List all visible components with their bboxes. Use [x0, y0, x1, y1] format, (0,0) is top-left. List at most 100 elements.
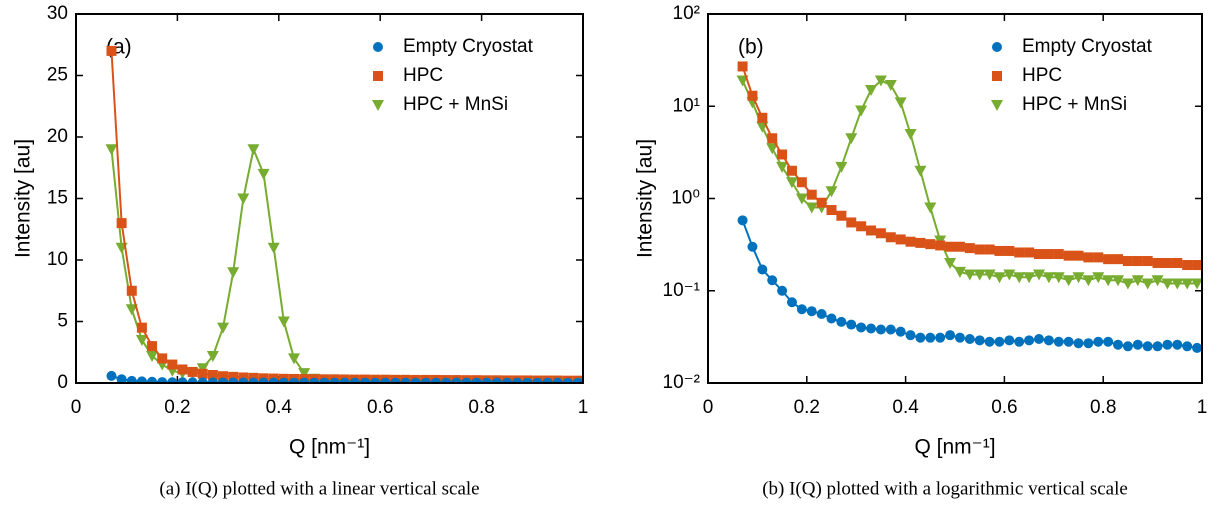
marker	[1132, 339, 1143, 350]
marker	[136, 322, 147, 333]
marker	[248, 377, 259, 383]
marker	[856, 221, 867, 232]
marker	[885, 324, 896, 335]
marker	[1152, 341, 1163, 352]
marker	[1093, 336, 1104, 347]
marker	[228, 371, 239, 382]
y-tick-label: 5	[57, 311, 68, 332]
y-tick-label: 10⁻¹	[663, 280, 701, 301]
marker	[796, 304, 807, 315]
marker	[1171, 278, 1184, 290]
marker	[430, 377, 441, 383]
marker	[974, 335, 985, 346]
x-tick-label: 0	[703, 397, 714, 418]
marker	[1131, 275, 1144, 287]
marker	[825, 186, 838, 198]
marker	[218, 371, 229, 382]
series-line	[741, 66, 1198, 267]
marker	[238, 372, 249, 383]
marker	[994, 336, 1005, 347]
marker	[125, 304, 138, 316]
marker	[953, 266, 966, 278]
marker	[904, 129, 917, 141]
marker	[228, 377, 239, 383]
y-tick-label: 10¹	[673, 95, 700, 116]
marker	[845, 133, 858, 145]
marker	[1122, 256, 1133, 267]
marker	[973, 269, 986, 281]
marker	[846, 319, 857, 330]
marker	[925, 332, 936, 343]
marker	[1142, 256, 1153, 267]
legend-label: HPC + MnSi	[1022, 94, 1127, 115]
marker	[237, 193, 250, 205]
marker	[522, 377, 533, 383]
marker	[116, 218, 127, 229]
marker	[1161, 278, 1174, 290]
marker	[786, 165, 797, 176]
marker	[481, 377, 492, 383]
marker	[983, 269, 996, 281]
marker	[1013, 272, 1026, 284]
marker	[146, 350, 159, 362]
marker	[1053, 249, 1064, 260]
legend-marker	[992, 42, 1002, 52]
x-tick-label: 0.8	[1090, 397, 1116, 418]
caption: (b) I(Q) plotted with a logarithmic vert…	[762, 478, 1128, 499]
marker	[777, 149, 788, 160]
marker	[1113, 339, 1124, 350]
marker	[1023, 272, 1036, 284]
marker	[390, 377, 401, 383]
marker	[1142, 341, 1153, 352]
marker	[206, 350, 219, 362]
marker	[826, 313, 837, 324]
marker	[806, 306, 817, 317]
marker	[1102, 275, 1115, 287]
marker	[197, 368, 208, 379]
x-axis-label: Q [nm⁻¹]	[289, 436, 370, 459]
marker	[835, 161, 848, 173]
marker	[935, 240, 946, 251]
marker	[1112, 275, 1125, 287]
marker	[1121, 278, 1134, 290]
marker	[1182, 260, 1193, 271]
marker	[1151, 275, 1164, 287]
marker	[757, 112, 768, 123]
marker	[501, 377, 512, 383]
marker	[471, 377, 482, 383]
marker	[1004, 335, 1015, 346]
marker	[875, 324, 886, 335]
marker	[277, 316, 290, 328]
marker	[339, 377, 350, 383]
marker	[1191, 278, 1202, 290]
marker	[400, 377, 411, 383]
y-axis-label: Intensity [au]	[634, 139, 657, 258]
marker	[491, 377, 502, 383]
marker	[964, 333, 975, 344]
marker	[1141, 278, 1154, 290]
marker	[944, 257, 957, 269]
marker	[1052, 272, 1065, 284]
marker	[945, 330, 956, 341]
marker	[227, 267, 240, 279]
marker	[757, 264, 768, 275]
y-axis-label: Intensity [au]	[12, 139, 35, 258]
marker	[441, 377, 452, 383]
marker	[1043, 249, 1054, 260]
marker	[884, 79, 897, 91]
marker	[866, 225, 877, 236]
marker	[126, 285, 137, 296]
marker	[542, 377, 553, 383]
marker	[816, 197, 827, 208]
legend-marker	[991, 100, 1003, 111]
marker	[319, 377, 330, 383]
y-tick-label: 10⁰	[671, 188, 700, 209]
x-tick-label: 0	[71, 397, 82, 418]
marker	[874, 75, 887, 87]
marker	[1181, 278, 1194, 290]
marker	[1172, 257, 1183, 268]
marker	[380, 377, 391, 383]
marker	[885, 232, 896, 243]
marker	[954, 332, 965, 343]
